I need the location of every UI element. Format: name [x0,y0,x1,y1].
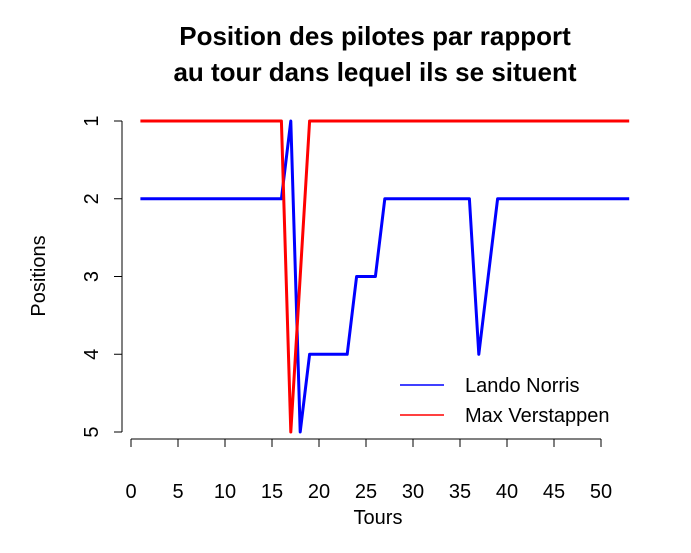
x-tick-label: 20 [308,481,330,503]
legend: Lando Norris Max Verstappen [400,375,610,427]
y-tick-label: 1 [81,115,103,126]
y-axis: 1 2 3 4 5 [81,115,123,438]
x-tick-label: 25 [355,481,377,503]
y-tick-label: 2 [81,193,103,204]
x-axis: 0 5 10 15 20 25 30 35 40 45 50 [125,438,612,503]
x-tick-label: 5 [172,481,183,503]
x-tick-label: 50 [590,481,612,503]
x-tick-label: 10 [214,481,236,503]
x-tick-label: 0 [125,481,136,503]
y-tick-label: 5 [81,426,103,437]
x-tick-label: 15 [261,481,283,503]
x-tick-label: 40 [496,481,518,503]
x-tick-label: 45 [543,481,565,503]
series-line-lando-norris [140,119,630,434]
legend-label: Max Verstappen [465,405,610,427]
y-tick-label: 4 [81,349,103,360]
series-layer [140,119,630,434]
chart-title-line-1: Position des pilotes par rapport [179,21,571,51]
x-tick-label: 30 [402,481,424,503]
y-tick-label: 3 [81,271,103,282]
x-tick-label: 35 [449,481,471,503]
chart-title-line-2: au tour dans lequel ils se situent [173,57,576,87]
legend-label: Lando Norris [465,375,580,397]
y-axis-label: Positions [28,235,50,316]
x-axis-label: Tours [354,507,403,529]
series-line-max-verstappen [140,119,630,434]
